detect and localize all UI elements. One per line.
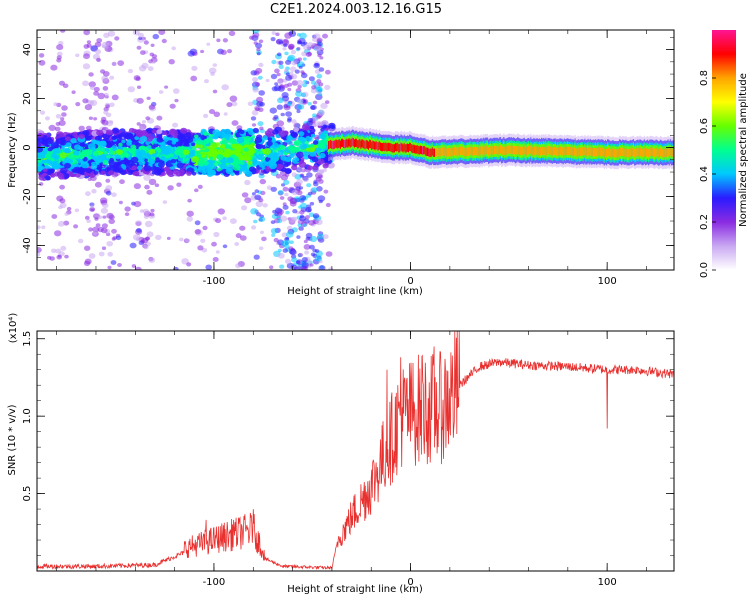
spectrogram-x-axis-label: Height of straight line (km) — [287, 286, 423, 297]
colorbar-tick-label: 0.6 — [699, 118, 710, 134]
snr-y-tick-label: 0.5 — [22, 486, 33, 502]
snr-ticks: -100 0 100 0.5 1.0 1.5 — [22, 331, 674, 588]
snr-x-tick-label: 100 — [598, 577, 617, 588]
snr-frame — [36, 330, 675, 572]
spectrogram-heatmap — [37, 30, 674, 270]
spectrogram-frame — [36, 29, 675, 271]
snr-x-axis-label: Height of straight line (km) — [287, 584, 423, 595]
snr-y-tick-label: 1.5 — [22, 331, 33, 347]
colorbar-tick-label: 0.2 — [699, 214, 710, 230]
spectrogram-y-tick-label: 40 — [22, 43, 33, 56]
spectrogram-x-tick-label: 100 — [598, 276, 617, 287]
spectrogram-y-tick-label: 20 — [22, 92, 33, 105]
spectrogram-y-axis-label: Frequency (Hz) — [7, 112, 18, 188]
spectrogram-ticks: -100 0 100 -40 -20 0 20 40 — [22, 30, 674, 287]
spectrogram-y-tick-label: -40 — [22, 237, 33, 253]
colorbar-tick-label: 0.8 — [699, 70, 710, 86]
colorbar: 0.0 0.2 0.4 0.6 0.8 Normalized spectral ampl… — [699, 30, 749, 278]
colorbar-gradient — [712, 30, 736, 270]
snr-x-tick-label: -100 — [203, 577, 226, 588]
colorbar-tick-label: 0.4 — [699, 166, 710, 182]
snr-x-tick-label: 0 — [407, 577, 413, 588]
snr-panel: -100 0 100 0.5 1.0 1.5 Height of straight lin… — [7, 313, 675, 595]
spectrogram-x-tick-label: -100 — [203, 276, 226, 287]
snr-y-multiplier: (x10⁴) — [8, 313, 19, 344]
snr-y-tick-label: 1.0 — [22, 408, 33, 424]
colorbar-label: Normalized spectral amplitude — [738, 73, 749, 227]
snr-y-axis-label: SNR (10 * v/v) — [7, 404, 18, 475]
spectrogram-y-tick-label: 0 — [22, 144, 33, 150]
colorbar-ticks: 0.0 0.2 0.4 0.6 0.8 — [699, 70, 716, 278]
spectrogram-panel: -100 0 100 -40 -20 0 20 40 Height of straight l… — [7, 29, 675, 297]
spectrogram-x-tick-label: 0 — [407, 276, 413, 287]
spectrogram-y-tick-label: -20 — [22, 188, 33, 204]
snr-series-line — [37, 331, 674, 571]
colorbar-tick-label: 0.0 — [699, 262, 710, 278]
chart-title: C2E1.2024.003.12.16.G15 — [269, 2, 443, 17]
